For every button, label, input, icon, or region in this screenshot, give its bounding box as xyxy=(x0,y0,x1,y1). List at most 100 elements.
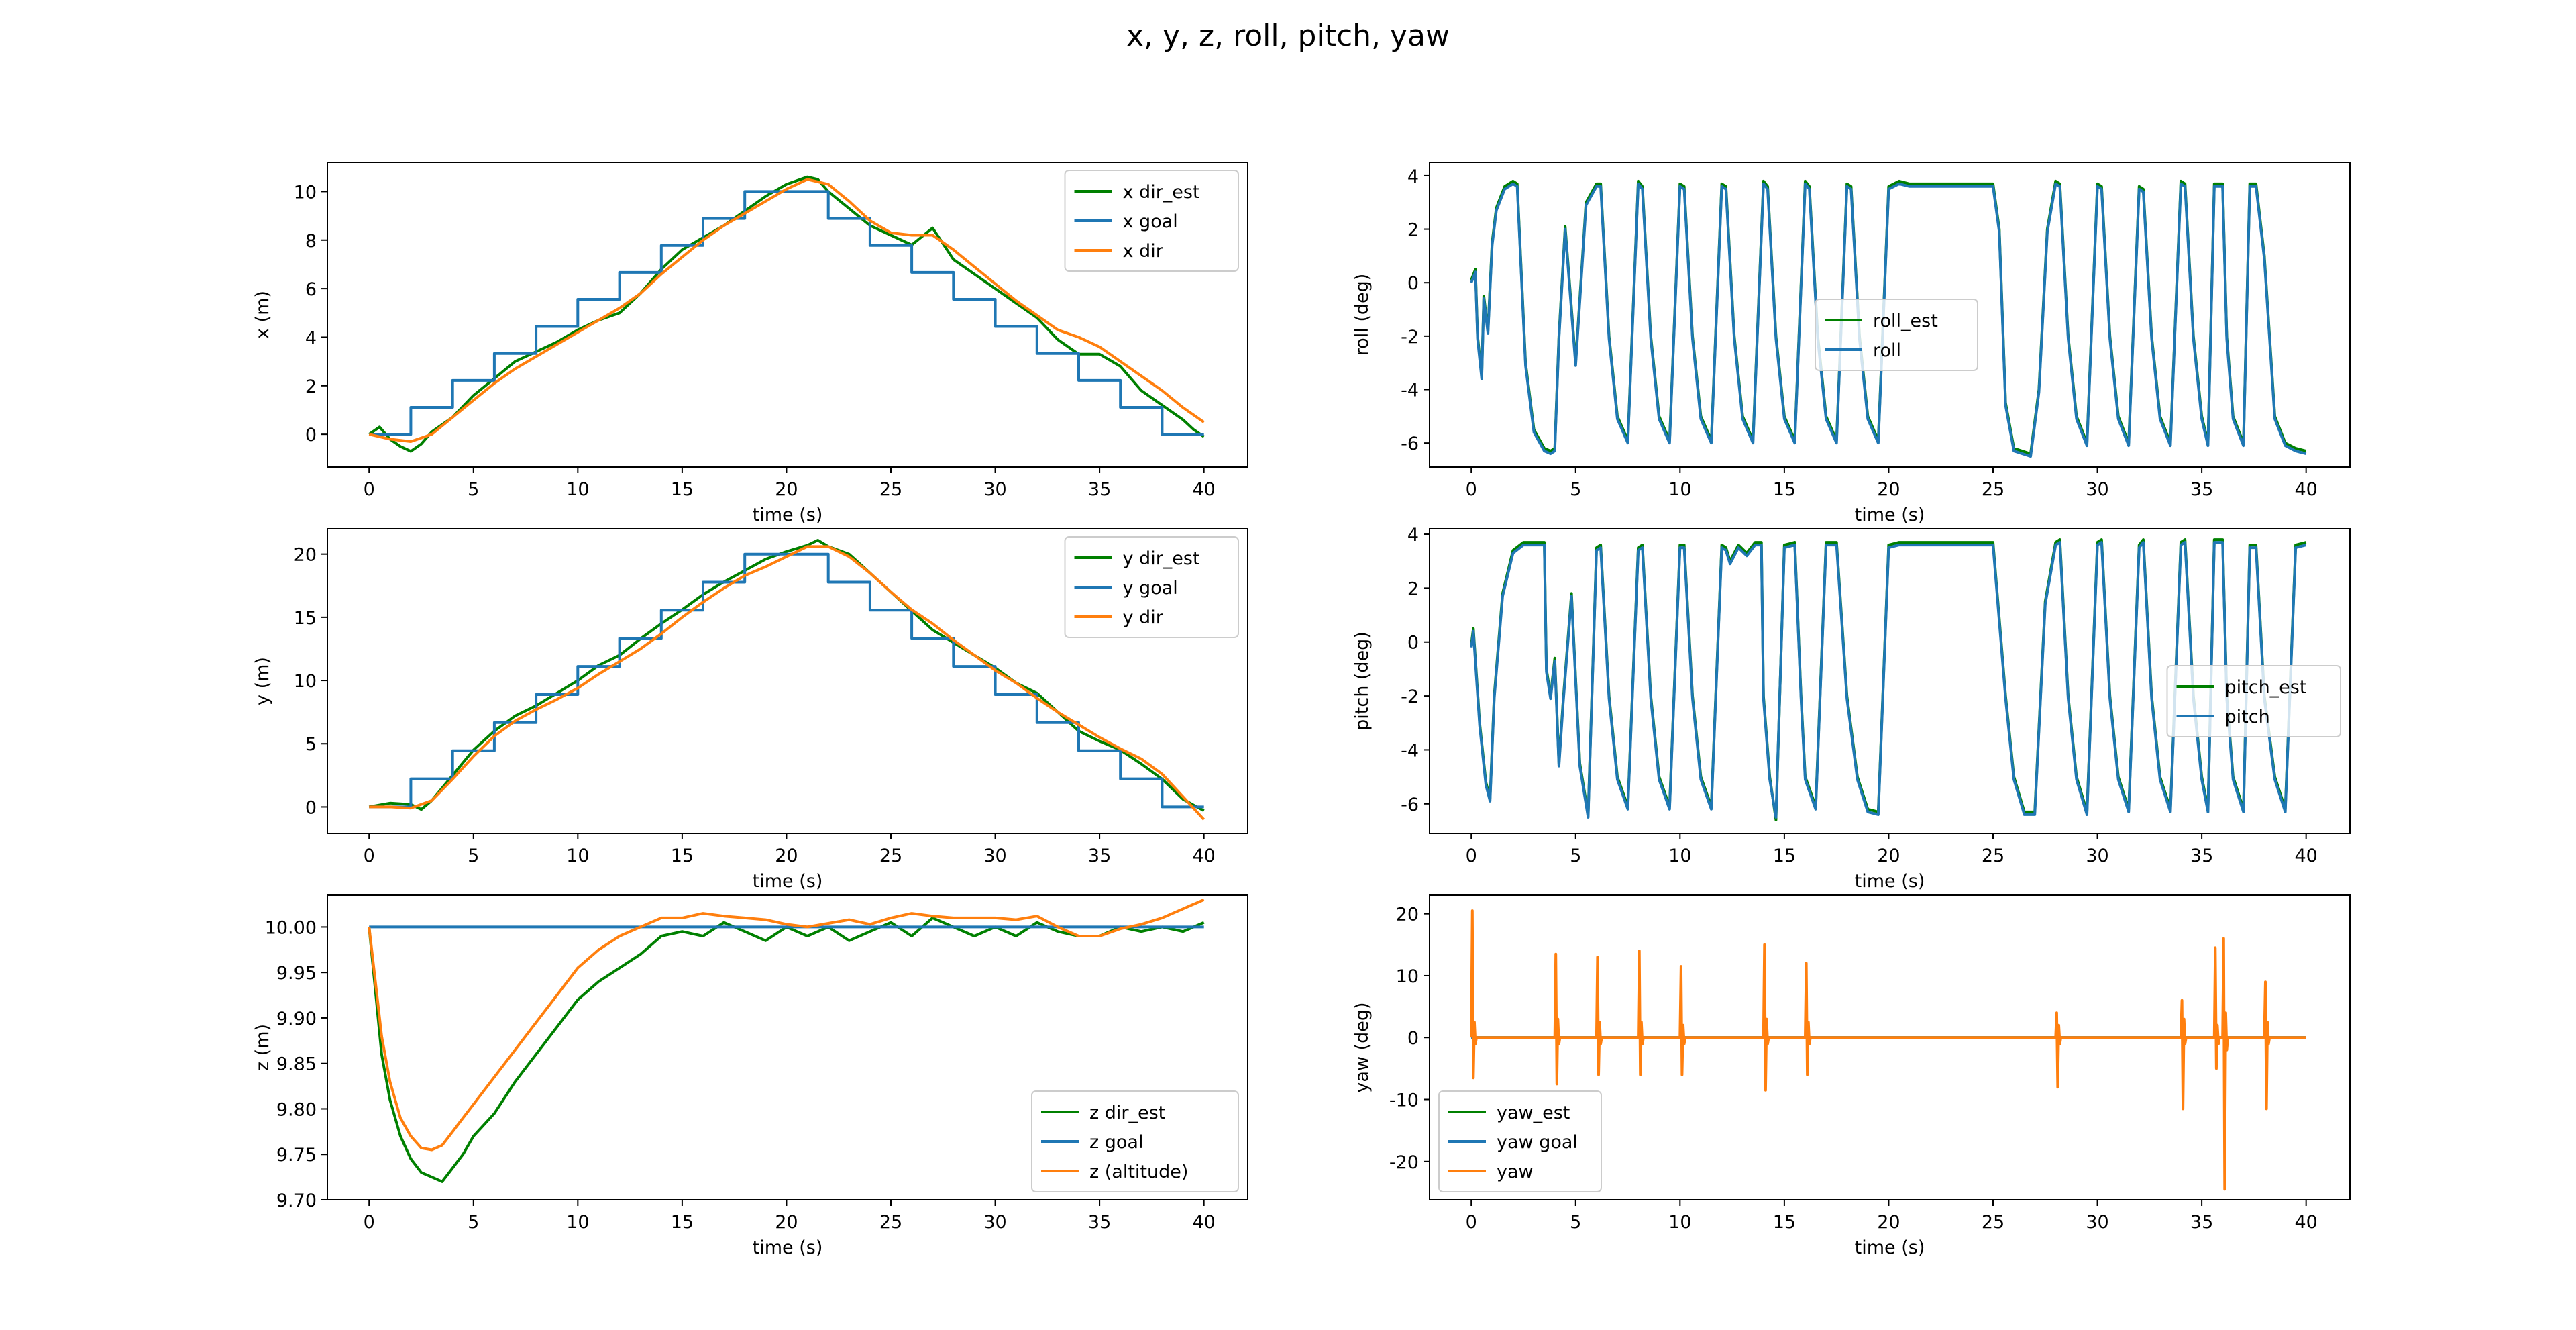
plot-area-pitch xyxy=(1470,538,2307,821)
y-tick-label-yaw-2: 0 xyxy=(1407,1028,1419,1049)
x-tick-label-x-5: 25 xyxy=(879,479,902,500)
series-line-x-1 xyxy=(369,190,1204,436)
y-tick-label-y-2: 10 xyxy=(294,671,317,692)
y-tick-label-z-0: 9.70 xyxy=(276,1190,317,1211)
y-tick-label-roll-3: 0 xyxy=(1407,273,1419,294)
y-tick-label-y-0: 0 xyxy=(305,797,317,818)
y-tick-label-roll-4: 2 xyxy=(1407,220,1419,241)
series-line-x-2 xyxy=(368,178,1205,443)
y-tick-label-x-4: 8 xyxy=(305,231,317,252)
axes-frame-pitch xyxy=(1429,528,2351,834)
subplot-z: 0 5 10 15 20 25 30 35 40 9.70 9.75 9.80 9.85 9.90 9.95… xyxy=(252,894,1248,1258)
y-tick-label-yaw-1: -10 xyxy=(1389,1090,1419,1111)
x-tick-label-yaw-8: 40 xyxy=(2294,1212,2317,1233)
legend-box-yaw xyxy=(1438,1090,1602,1192)
y-tick-label-pitch-4: 2 xyxy=(1407,578,1419,599)
x-tick-label-z-3: 15 xyxy=(671,1212,694,1233)
axes-frame-roll xyxy=(1429,162,2351,468)
y-tick-label-yaw-0: -20 xyxy=(1389,1152,1419,1173)
y-tick-label-roll-5: 4 xyxy=(1407,166,1419,187)
x-tick-label-pitch-6: 30 xyxy=(2086,846,2108,866)
axes-frame-yaw xyxy=(1429,894,2351,1200)
subplot-yaw: 0 5 10 15 20 25 30 35 40 -20 -10 0 10 20 time (s) yaw (… xyxy=(1352,894,2351,1258)
legend-box-z xyxy=(1031,1090,1239,1192)
y-tick-label-x-2: 4 xyxy=(305,327,317,348)
x-tick-label-y-8: 40 xyxy=(1192,846,1215,866)
subplot-roll: 0 5 10 15 20 25 30 35 40 -6 -4 -2 0 2 4 time (s) roll (d… xyxy=(1352,162,2351,525)
axes-frame-x xyxy=(327,162,1248,468)
x-tick-label-y-6: 30 xyxy=(983,846,1006,866)
legend-label-yaw-2: yaw xyxy=(1497,1162,1534,1182)
x-tick-label-yaw-5: 25 xyxy=(1982,1212,2004,1233)
y-axis-label-x: x (m) xyxy=(252,291,273,339)
legend-label-z-2: z (altitude) xyxy=(1089,1162,1188,1182)
x-tick-label-x-6: 30 xyxy=(983,479,1006,500)
x-tick-label-pitch-2: 10 xyxy=(1668,846,1691,866)
legend-label-pitch-1: pitch xyxy=(2225,707,2270,727)
y-axis-label-pitch: pitch (deg) xyxy=(1352,631,1373,731)
x-tick-label-pitch-4: 20 xyxy=(1877,846,1900,866)
plot-area-roll xyxy=(1470,179,2307,458)
x-tick-label-z-0: 0 xyxy=(364,1212,375,1233)
y-tick-label-z-1: 9.75 xyxy=(276,1145,317,1166)
x-axis-label-z: time (s) xyxy=(753,1237,823,1258)
y-tick-label-roll-2: -2 xyxy=(1401,327,1419,348)
legend-label-pitch-0: pitch_est xyxy=(2225,677,2307,698)
legend-box-roll xyxy=(1815,299,1978,371)
x-tick-label-y-0: 0 xyxy=(364,846,375,866)
legend-label-z-1: z goal xyxy=(1089,1132,1143,1153)
y-tick-label-y-3: 15 xyxy=(294,608,317,629)
y-tick-label-roll-1: -4 xyxy=(1401,380,1419,401)
x-axis-label-pitch: time (s) xyxy=(1855,871,1925,892)
x-tick-label-pitch-8: 40 xyxy=(2294,846,2317,866)
x-tick-label-x-8: 40 xyxy=(1192,479,1215,500)
x-tick-label-pitch-5: 25 xyxy=(1982,846,2004,866)
x-tick-label-x-4: 20 xyxy=(775,479,798,500)
y-tick-label-z-4: 9.90 xyxy=(276,1009,317,1029)
plot-area-yaw xyxy=(1470,909,2306,1191)
y-tick-label-y-1: 5 xyxy=(305,734,317,755)
y-tick-label-x-3: 6 xyxy=(305,279,317,300)
x-tick-label-roll-1: 5 xyxy=(1570,479,1581,500)
x-tick-label-y-1: 5 xyxy=(468,846,479,866)
legend-label-x-1: x goal xyxy=(1123,211,1178,232)
x-tick-label-z-7: 35 xyxy=(1088,1212,1111,1233)
x-axis-label-roll: time (s) xyxy=(1855,505,1925,525)
plot-area-z xyxy=(368,898,1205,1183)
x-axis-label-y: time (s) xyxy=(753,871,823,892)
legend-label-roll-1: roll xyxy=(1873,340,1901,361)
x-tick-label-y-5: 25 xyxy=(879,846,902,866)
x-tick-label-y-3: 15 xyxy=(671,846,694,866)
legend-box-x xyxy=(1064,170,1239,272)
x-tick-label-roll-4: 20 xyxy=(1877,479,1900,500)
x-tick-label-yaw-4: 20 xyxy=(1877,1212,1900,1233)
x-tick-label-z-4: 20 xyxy=(775,1212,798,1233)
subplot-x: 0 5 10 15 20 25 30 35 40 0 2 4 6 8 10 time (s) x (m) x di… xyxy=(252,162,1248,525)
y-tick-label-pitch-3: 0 xyxy=(1407,633,1419,654)
x-tick-label-z-1: 5 xyxy=(468,1212,479,1233)
x-tick-label-x-7: 35 xyxy=(1088,479,1111,500)
y-tick-label-x-0: 0 xyxy=(305,425,317,446)
x-tick-label-x-1: 5 xyxy=(468,479,479,500)
plot-area-x xyxy=(368,175,1205,453)
x-tick-label-yaw-0: 0 xyxy=(1466,1212,1477,1233)
legend-label-roll-0: roll_est xyxy=(1873,311,1938,331)
y-tick-label-yaw-3: 10 xyxy=(1396,966,1419,987)
x-tick-label-y-4: 20 xyxy=(775,846,798,866)
y-tick-label-pitch-2: -2 xyxy=(1401,686,1419,707)
y-tick-label-z-3: 9.85 xyxy=(276,1054,317,1075)
series-line-z-0 xyxy=(368,916,1205,1183)
y-axis-label-z: z (m) xyxy=(252,1024,273,1071)
x-tick-label-pitch-7: 35 xyxy=(2190,846,2213,866)
plot-area-y xyxy=(368,539,1205,821)
legend-label-y-2: y dir xyxy=(1123,607,1164,628)
legend-box-y xyxy=(1064,536,1239,638)
x-tick-label-yaw-7: 35 xyxy=(2190,1212,2213,1233)
